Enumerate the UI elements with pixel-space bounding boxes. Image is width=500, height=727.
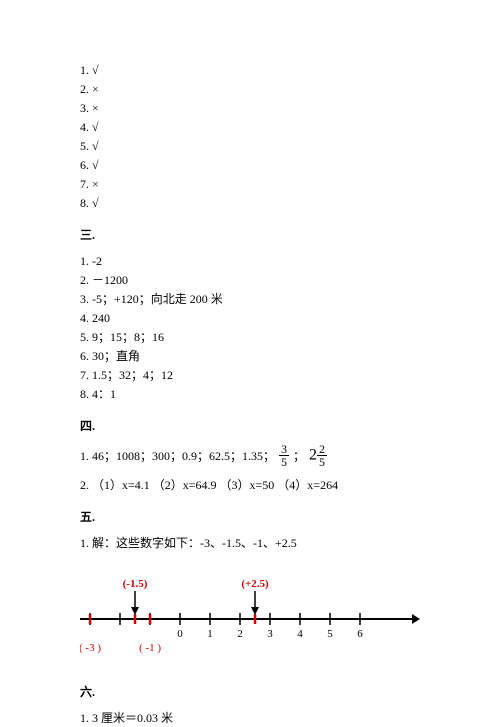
section-five-line-1: 1. 解：这些数字如下：-3、-1.5、-1、+2.5 <box>80 534 420 552</box>
mark-label: ( -3 ) <box>80 642 101 654</box>
section-two-item: 3. × <box>80 99 420 117</box>
section-two-item: 8. √ <box>80 194 420 212</box>
axis-arrow-icon <box>412 614 420 624</box>
section-four: 四. 1. 46；1008；300；0.9；62.5；1.35； 3 5 ； 2… <box>80 417 420 494</box>
axis-tick-label: 4 <box>297 628 303 640</box>
axis-tick-label: 5 <box>327 628 333 640</box>
fraction-denominator: 5 <box>317 456 327 468</box>
section-five: 五. 1. 解：这些数字如下：-3、-1.5、-1、+2.5 0 1 2 3 4 5 6 ( … <box>80 508 420 669</box>
section-four-line-2: 2. （1）x=4.1 （2）x=64.9 （3）x=50 （4）x=264 <box>80 476 420 494</box>
section-two-item: 5. √ <box>80 137 420 155</box>
mixed-number: 2 2 5 <box>309 443 327 468</box>
section-two: 1. √2. ×3. ×4. √5. √6. √7. ×8. √ <box>80 61 420 212</box>
mark-label: ( -1 ) <box>139 642 161 654</box>
axis-tick-label: 1 <box>207 628 213 640</box>
separator: ； <box>293 447 305 465</box>
section-six-line-1: 1. 3 厘米＝0.03 米 <box>80 709 420 727</box>
section-two-item: 7. × <box>80 175 420 193</box>
section-three-item: 3. -5；+120；向北走 200 米 <box>80 290 420 308</box>
section-three-item: 7. 1.5；32；4；12 <box>80 366 420 384</box>
mark-arrow-icon <box>131 607 139 615</box>
axis-tick-label: 3 <box>267 628 273 640</box>
axis-tick-label: 2 <box>237 628 243 640</box>
mark-label: (+2.5) <box>241 578 269 590</box>
number-line: 0 1 2 3 4 5 6 ( -3 ) (-1.5) ( -1 ) (+2.5) <box>80 564 420 664</box>
section-three-item: 6. 30；直角 <box>80 347 420 365</box>
section-three-item: 1. -2 <box>80 252 420 270</box>
mark-arrow-icon <box>251 607 259 615</box>
section-six-heading: 六. <box>80 683 420 701</box>
section-three: 三. 1. -22. －12003. -5；+120；向北走 200 米4. 2… <box>80 226 420 403</box>
fraction-denominator: 5 <box>279 456 289 468</box>
section-two-item: 2. × <box>80 80 420 98</box>
section-three-item: 4. 240 <box>80 309 420 327</box>
mark-label: (-1.5) <box>123 578 148 590</box>
section-four-line-1-prefix: 1. 46；1008；300；0.9；62.5；1.35； <box>80 447 275 465</box>
axis-tick-label: 0 <box>177 628 183 640</box>
section-three-heading: 三. <box>80 226 420 244</box>
section-five-heading: 五. <box>80 508 420 526</box>
section-three-item: 5. 9；15；8；16 <box>80 328 420 346</box>
section-two-item: 1. √ <box>80 61 420 79</box>
section-three-item: 8. 4：1 <box>80 385 420 403</box>
section-four-heading: 四. <box>80 417 420 435</box>
section-four-line-1: 1. 46；1008；300；0.9；62.5；1.35； 3 5 ； 2 2 … <box>80 443 420 468</box>
section-two-item: 6. √ <box>80 156 420 174</box>
section-six: 六. 1. 3 厘米＝0.03 米 <box>80 683 420 727</box>
axis-tick-label: 6 <box>357 628 363 640</box>
fraction-2-5: 2 5 <box>317 443 327 468</box>
number-line-wrap: 0 1 2 3 4 5 6 ( -3 ) (-1.5) ( -1 ) (+2.5) <box>80 564 420 669</box>
section-three-item: 2. －1200 <box>80 271 420 289</box>
section-two-item: 4. √ <box>80 118 420 136</box>
mixed-integer: 2 <box>309 447 317 464</box>
fraction-3-5: 3 5 <box>279 443 289 468</box>
